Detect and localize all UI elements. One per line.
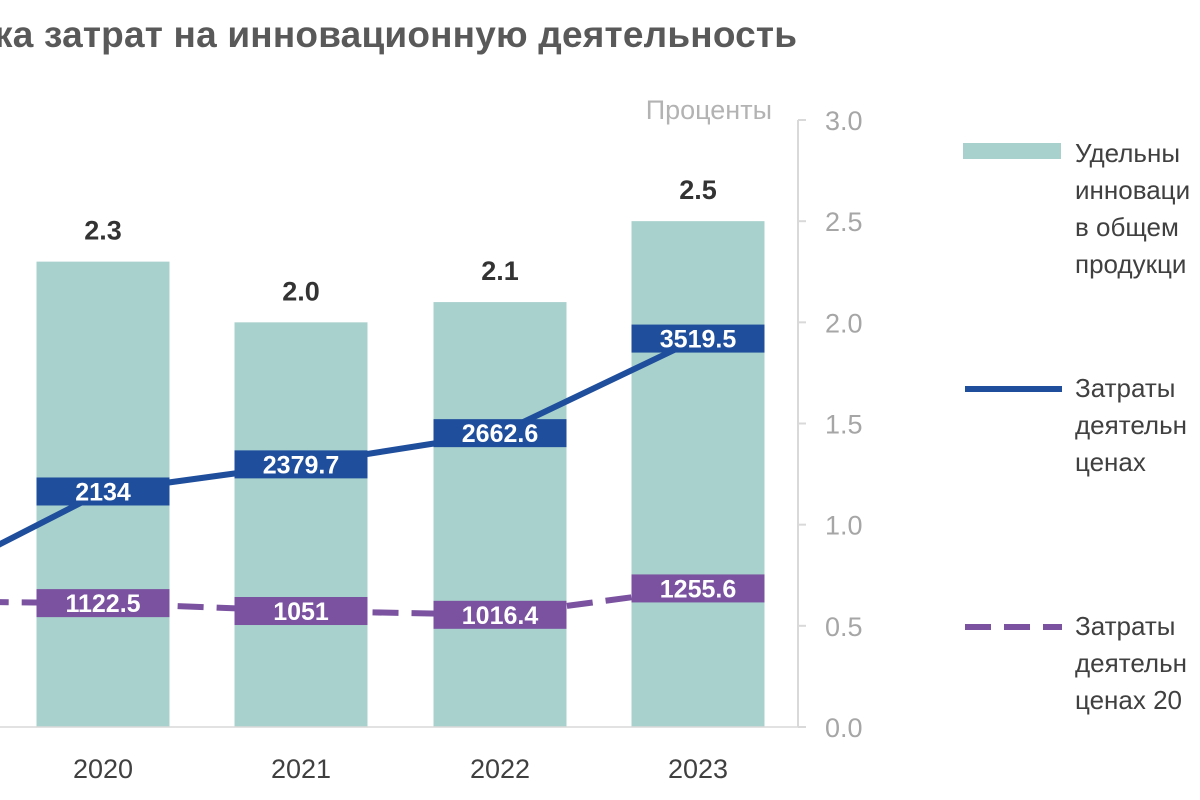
- line-marker-1-2023: [631, 324, 765, 353]
- legend-line-2-text-line: ценах 20: [1075, 685, 1182, 715]
- x-tick-2023: 2023: [668, 754, 728, 784]
- line-label-1051: 1051: [273, 598, 329, 626]
- legend-line-1-text-line: Затраты: [1075, 373, 1175, 403]
- right-axis-tick-0-5: 0.5: [825, 612, 863, 642]
- line-label-2134: 2134: [75, 478, 131, 506]
- bar-label-2023: 2.5: [679, 175, 717, 205]
- bar-2023: [631, 221, 765, 727]
- legend-bar-text-line: инноваци: [1075, 175, 1190, 205]
- line-marker-1-2022: [433, 419, 567, 448]
- line-marker-2-2020: [36, 589, 170, 618]
- right-axis-tick-2-0: 2.0: [825, 308, 863, 338]
- x-tick-2021: 2021: [271, 754, 331, 784]
- bar-label-2022: 2.1: [481, 256, 519, 286]
- right-axis: 0.0 0.5 1.0 1.5 2.0 2.5 3.0 Проценты: [646, 95, 863, 743]
- legend-line-2-text-line: Затраты: [1075, 611, 1175, 641]
- line-marker-2-2021: [234, 597, 368, 626]
- x-tick-2022: 2022: [470, 754, 530, 784]
- right-axis-tick-3-0: 3.0: [825, 106, 863, 136]
- right-axis-tick-1-5: 1.5: [825, 410, 863, 440]
- bar-label-2020: 2.3: [84, 216, 122, 246]
- bar-2022: [433, 302, 567, 727]
- line-label-2379-7: 2379.7: [263, 451, 339, 479]
- legend-bar-text-line: в общем: [1075, 212, 1179, 242]
- line-label-3519-5: 3519.5: [660, 326, 737, 354]
- chart-title: ка затрат на инновационную деятельность: [0, 14, 798, 55]
- line-marker-1-2020: [36, 477, 170, 506]
- x-axis: 2020 2021 2022 2023: [0, 726, 798, 784]
- bar-2021: [234, 322, 368, 727]
- legend-swatch-bar: [963, 143, 1061, 159]
- right-axis-unit-label: Проценты: [646, 95, 772, 125]
- legend-line-1-text-line: деятельн: [1075, 410, 1187, 440]
- right-axis-tick-1-0: 1.0: [825, 511, 863, 541]
- line-marker-2-2022: [433, 600, 567, 629]
- legend-bar-text-line: Удельны: [1075, 138, 1180, 168]
- line-label-1016-4: 1016.4: [462, 602, 539, 630]
- line-marker-1-2021: [234, 450, 368, 479]
- bar-label-2021: 2.0: [282, 276, 320, 306]
- right-axis-tick-2-5: 2.5: [825, 207, 863, 237]
- legend-bar-text-line: продукци: [1075, 249, 1186, 279]
- line-marker-2-2023: [631, 574, 765, 603]
- legend: Удельны инноваци в общем продукци Затраты дея…: [963, 138, 1190, 715]
- lines-group: 2134 2379.7 2662.6 3519.5 1122.5 1051 1016.4 12…: [0, 324, 765, 630]
- line-label-1255-6: 1255.6: [660, 575, 736, 603]
- legend-line-1-text-line: ценах: [1075, 447, 1146, 477]
- x-tick-2020: 2020: [73, 754, 133, 784]
- right-axis-tick-0-0: 0.0: [825, 713, 863, 743]
- line-label-2662-6: 2662.6: [462, 420, 538, 448]
- line-label-1122-5: 1122.5: [65, 590, 140, 618]
- legend-line-2-text-line: деятельн: [1075, 648, 1187, 678]
